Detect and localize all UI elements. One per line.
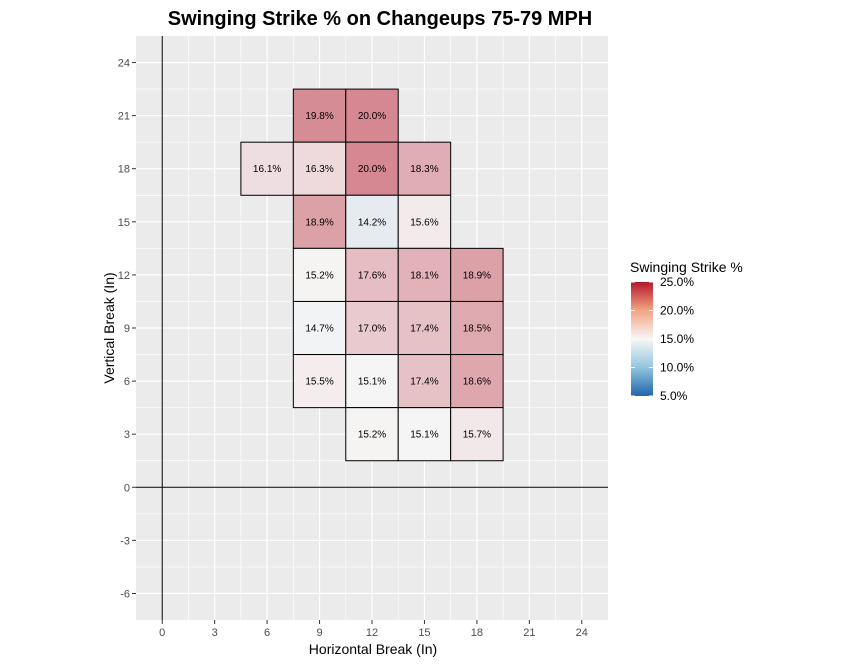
y-tick-label: 12	[118, 270, 130, 282]
x-tick-label: 9	[316, 627, 322, 639]
heatmap-cell	[397, 407, 452, 462]
x-axis-ticks: 0 3 6 9 12 15 18 21 24	[159, 620, 588, 639]
x-tick-label: 6	[264, 627, 270, 639]
x-tick-label: 21	[523, 627, 535, 639]
heatmap-cell	[345, 354, 399, 409]
cell-value-label: 18.1%	[410, 270, 438, 281]
cell-value-label: 17.6%	[358, 270, 386, 281]
heatmap-cell	[345, 407, 399, 462]
cell-value-label: 15.1%	[410, 430, 438, 441]
heatmap-cell	[292, 88, 347, 143]
cell-value-label: 20.0%	[358, 111, 386, 122]
legend-tick-label: 5.0%	[660, 389, 688, 403]
y-axis-ticks: -6 -3 0 3 6 9 12 15 18 21 24	[118, 58, 136, 600]
x-tick-label: 15	[418, 627, 430, 639]
cell-value-label: 15.5%	[305, 377, 333, 388]
heatmap-cell	[292, 354, 347, 409]
x-tick-label: 18	[471, 627, 483, 639]
x-tick-label: 3	[212, 627, 218, 639]
cell-value-label: 15.7%	[463, 430, 491, 441]
heatmap-cell	[292, 247, 347, 302]
cell-value-label: 17.4%	[410, 377, 438, 388]
legend-colorbar	[631, 282, 653, 396]
heatmap-cell	[345, 247, 399, 302]
heatmap-cell	[450, 247, 504, 302]
cell-value-label: 18.9%	[305, 217, 333, 228]
heatmap-cell	[345, 141, 399, 196]
cell-value-label: 18.9%	[463, 270, 491, 281]
y-tick-label: 21	[118, 111, 130, 123]
y-axis-title: Vertical Break (In)	[101, 272, 117, 383]
cell-value-label: 18.6%	[463, 377, 491, 388]
heatmap-cell	[397, 354, 452, 409]
cell-value-label: 20.0%	[358, 164, 386, 175]
legend-title: Swinging Strike %	[630, 259, 743, 275]
cell-value-label: 18.3%	[410, 164, 438, 175]
y-tick-label: 3	[124, 429, 130, 441]
legend-tick-label: 10.0%	[660, 361, 694, 375]
cell-value-label: 19.8%	[305, 111, 333, 122]
zero-axis-lines	[136, 36, 608, 620]
x-tick-label: 12	[366, 627, 378, 639]
heatmap-cell	[345, 300, 399, 356]
heatmap-cells	[240, 88, 504, 462]
heatmap-cell	[397, 300, 452, 356]
legend: Swinging Strike % 25.0% 20.0% 15.0% 10.0% 5.…	[630, 259, 743, 403]
legend-tick-label: 20.0%	[660, 304, 694, 318]
x-tick-label: 24	[576, 627, 588, 639]
legend-ticks: 25.0% 20.0% 15.0% 10.0% 5.0%	[631, 275, 694, 403]
cell-value-label: 16.1%	[253, 164, 281, 175]
heatmap-cell	[397, 141, 452, 196]
y-tick-label: -6	[120, 588, 130, 600]
x-tick-label: 0	[159, 627, 165, 639]
cell-value-label: 17.4%	[410, 324, 438, 335]
heatmap-cell	[240, 141, 294, 196]
y-tick-label: 6	[124, 376, 130, 388]
y-tick-label: 24	[118, 58, 130, 70]
x-axis-title: Horizontal Break (In)	[309, 641, 437, 657]
y-tick-label: 9	[124, 323, 130, 335]
cell-value-label: 15.1%	[358, 377, 386, 388]
cell-value-label: 15.6%	[410, 217, 438, 228]
cell-value-labels: 19.8% 20.0% 16.1% 16.3% 20.0% 18.3% 18.9% 14.2%…	[253, 111, 491, 441]
cell-value-label: 14.7%	[305, 324, 333, 335]
y-tick-label: -3	[120, 535, 130, 547]
cell-value-label: 18.5%	[463, 324, 491, 335]
cell-value-label: 14.2%	[358, 217, 386, 228]
heatmap-cell	[450, 407, 504, 462]
y-tick-label: 0	[124, 482, 130, 494]
cell-value-label: 15.2%	[358, 430, 386, 441]
heatmap-cell	[345, 88, 399, 143]
cell-value-label: 15.2%	[305, 270, 333, 281]
heatmap-cell	[450, 300, 504, 356]
y-tick-label: 18	[118, 164, 130, 176]
cell-value-label: 17.0%	[358, 324, 386, 335]
y-tick-label: 15	[118, 217, 130, 229]
heatmap-cell	[397, 194, 452, 249]
legend-tick-label: 25.0%	[660, 275, 694, 289]
legend-tick-label: 15.0%	[660, 332, 694, 346]
cell-value-label: 16.3%	[305, 164, 333, 175]
chart-title: Swinging Strike % on Changeups 75-79 MPH	[168, 8, 593, 30]
